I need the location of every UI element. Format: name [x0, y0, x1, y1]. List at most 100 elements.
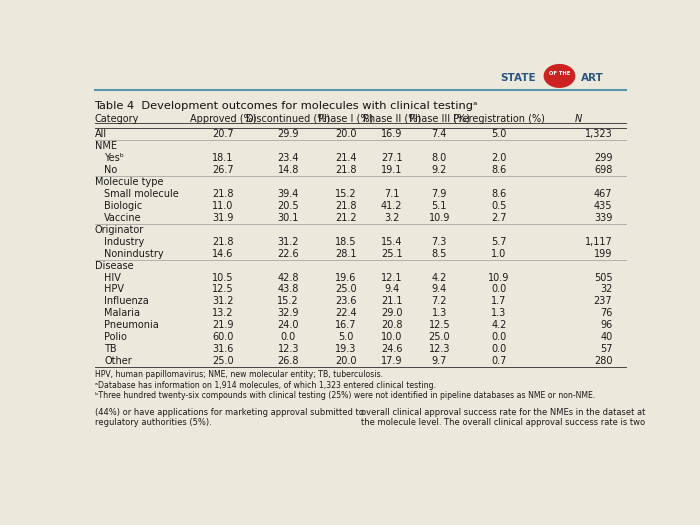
- Text: 14.6: 14.6: [212, 249, 234, 259]
- Text: 12.3: 12.3: [277, 344, 299, 354]
- Text: 21.8: 21.8: [212, 189, 234, 199]
- Text: 17.9: 17.9: [381, 356, 402, 366]
- Text: Preregistration (%): Preregistration (%): [453, 114, 545, 124]
- Text: 29.9: 29.9: [277, 130, 299, 140]
- Text: 11.0: 11.0: [212, 201, 234, 211]
- Text: 40: 40: [600, 332, 612, 342]
- Text: 0.5: 0.5: [491, 201, 507, 211]
- Text: ART: ART: [581, 73, 604, 83]
- Text: 21.8: 21.8: [212, 237, 234, 247]
- Text: 26.8: 26.8: [277, 356, 299, 366]
- Text: 28.1: 28.1: [335, 249, 356, 259]
- Text: 7.1: 7.1: [384, 189, 399, 199]
- Text: 9.4: 9.4: [384, 285, 399, 295]
- Text: 20.5: 20.5: [277, 201, 299, 211]
- Text: Polio: Polio: [104, 332, 127, 342]
- Text: 24.6: 24.6: [381, 344, 402, 354]
- Text: HPV: HPV: [104, 285, 125, 295]
- Text: 31.6: 31.6: [212, 344, 234, 354]
- Text: 1.3: 1.3: [432, 308, 447, 318]
- Text: Vaccine: Vaccine: [104, 213, 142, 223]
- Text: Phase II (%): Phase II (%): [363, 114, 421, 124]
- Text: 8.6: 8.6: [491, 189, 507, 199]
- Text: 29.0: 29.0: [381, 308, 402, 318]
- Text: HPV, human papillomavirus; NME, new molecular entity; TB, tuberculosis.: HPV, human papillomavirus; NME, new mole…: [94, 370, 383, 379]
- Text: 0.7: 0.7: [491, 356, 507, 366]
- Text: TB: TB: [104, 344, 117, 354]
- Text: 76: 76: [600, 308, 612, 318]
- Text: ᵇThree hundred twenty-six compounds with clinical testing (25%) were not identif: ᵇThree hundred twenty-six compounds with…: [94, 391, 595, 400]
- Text: 21.2: 21.2: [335, 213, 356, 223]
- Text: Malaria: Malaria: [104, 308, 140, 318]
- Text: Other: Other: [104, 356, 132, 366]
- Text: 21.4: 21.4: [335, 153, 356, 163]
- Text: Yesᵇ: Yesᵇ: [104, 153, 124, 163]
- Text: 2.0: 2.0: [491, 153, 507, 163]
- Text: 10.0: 10.0: [381, 332, 402, 342]
- Text: 7.2: 7.2: [432, 297, 447, 307]
- Text: 24.0: 24.0: [277, 320, 299, 330]
- Text: 26.7: 26.7: [212, 165, 234, 175]
- Text: 1,323: 1,323: [584, 130, 612, 140]
- Text: 10.5: 10.5: [212, 272, 234, 282]
- Text: 10.9: 10.9: [489, 272, 510, 282]
- Text: 19.6: 19.6: [335, 272, 356, 282]
- Text: 96: 96: [600, 320, 612, 330]
- Text: 41.2: 41.2: [381, 201, 402, 211]
- Text: 23.6: 23.6: [335, 297, 356, 307]
- Text: Biologic: Biologic: [104, 201, 143, 211]
- Text: Influenza: Influenza: [104, 297, 149, 307]
- Text: 57: 57: [600, 344, 612, 354]
- Text: OF THE: OF THE: [549, 70, 570, 76]
- Text: 12.1: 12.1: [381, 272, 402, 282]
- Text: 31.9: 31.9: [212, 213, 234, 223]
- Text: HIV: HIV: [104, 272, 121, 282]
- Text: 8.5: 8.5: [432, 249, 447, 259]
- Text: N: N: [575, 114, 582, 124]
- Text: ᵃDatabase has information on 1,914 molecules, of which 1,323 entered clinical te: ᵃDatabase has information on 1,914 molec…: [94, 381, 435, 390]
- Text: Phase III (%): Phase III (%): [409, 114, 470, 124]
- Text: Industry: Industry: [104, 237, 145, 247]
- Text: 237: 237: [594, 297, 612, 307]
- Text: 280: 280: [594, 356, 612, 366]
- Text: 20.0: 20.0: [335, 356, 356, 366]
- Text: 199: 199: [594, 249, 612, 259]
- Text: 3.2: 3.2: [384, 213, 399, 223]
- Text: 23.4: 23.4: [277, 153, 299, 163]
- Text: 14.8: 14.8: [277, 165, 299, 175]
- Text: 15.2: 15.2: [335, 189, 356, 199]
- Text: 18.5: 18.5: [335, 237, 356, 247]
- Text: 12.5: 12.5: [212, 285, 234, 295]
- Text: 32.9: 32.9: [277, 308, 299, 318]
- Text: 18.1: 18.1: [212, 153, 234, 163]
- Text: 5.1: 5.1: [432, 201, 447, 211]
- Text: 60.0: 60.0: [212, 332, 234, 342]
- Text: 505: 505: [594, 272, 612, 282]
- Text: 339: 339: [594, 213, 612, 223]
- Text: 1,117: 1,117: [584, 237, 612, 247]
- Text: 19.3: 19.3: [335, 344, 356, 354]
- Text: 13.2: 13.2: [212, 308, 234, 318]
- Text: Discontinued (%): Discontinued (%): [246, 114, 330, 124]
- Text: 7.4: 7.4: [432, 130, 447, 140]
- Text: 5.0: 5.0: [491, 130, 507, 140]
- Text: 467: 467: [594, 189, 612, 199]
- Text: 5.0: 5.0: [338, 332, 354, 342]
- Text: 21.1: 21.1: [381, 297, 402, 307]
- Text: 20.7: 20.7: [212, 130, 234, 140]
- Text: 20.0: 20.0: [335, 130, 356, 140]
- Text: Pneumonia: Pneumonia: [104, 320, 159, 330]
- Text: 42.8: 42.8: [277, 272, 299, 282]
- Text: regulatory authorities (5%).: regulatory authorities (5%).: [94, 418, 211, 427]
- Text: 22.6: 22.6: [277, 249, 299, 259]
- Text: 9.2: 9.2: [432, 165, 447, 175]
- Text: Category: Category: [94, 114, 139, 124]
- Text: 12.5: 12.5: [428, 320, 450, 330]
- Text: 15.4: 15.4: [381, 237, 402, 247]
- Text: 698: 698: [594, 165, 612, 175]
- Text: 16.9: 16.9: [381, 130, 402, 140]
- Text: (44%) or have applications for marketing approval submitted to: (44%) or have applications for marketing…: [94, 408, 363, 417]
- Text: 31.2: 31.2: [277, 237, 299, 247]
- Text: 5.7: 5.7: [491, 237, 507, 247]
- Text: 1.7: 1.7: [491, 297, 507, 307]
